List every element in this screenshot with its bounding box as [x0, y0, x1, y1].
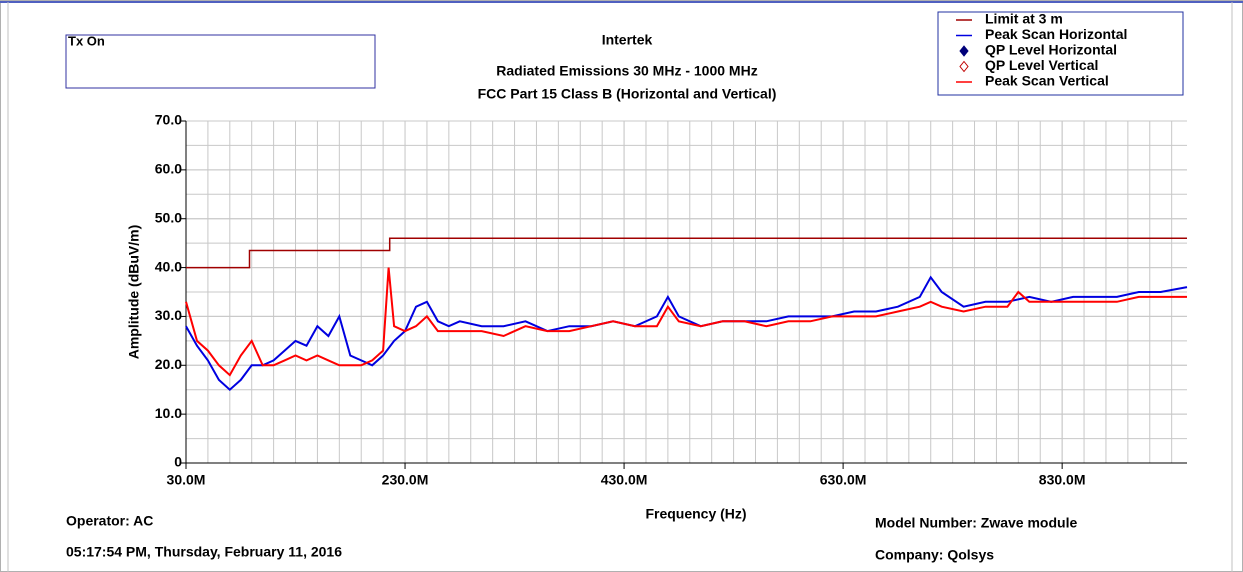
- y-tick-label: 60.0: [155, 161, 182, 177]
- legend-label: Peak Scan Horizontal: [985, 26, 1127, 42]
- series-line: [186, 237, 1187, 269]
- legend-label: Peak Scan Vertical: [985, 73, 1109, 89]
- chart-title: Intertek: [602, 32, 653, 48]
- x-tick-label: 430.0M: [601, 472, 648, 488]
- legend-marker: [959, 60, 969, 73]
- legend-label: Limit at 3 m: [985, 11, 1063, 27]
- footer-text: Model Number: Zwave module: [875, 515, 1077, 531]
- legend-box: [937, 11, 1184, 96]
- y-tick-label: 30.0: [155, 307, 182, 323]
- legend-label: QP Level Horizontal: [985, 42, 1117, 58]
- series-line: [185, 267, 1187, 377]
- y-tick-label: 40.0: [155, 258, 182, 274]
- note-box: [65, 34, 376, 89]
- footer-text: Company: Qolsys: [875, 547, 994, 563]
- x-tick-label: 630.0M: [820, 472, 867, 488]
- y-tick-label: 50.0: [155, 209, 182, 225]
- y-tick-label: 20.0: [155, 356, 182, 372]
- footer-text: Operator: AC: [66, 513, 153, 529]
- x-tick-label: 230.0M: [382, 472, 429, 488]
- x-axis-label: Frequency (Hz): [645, 506, 746, 522]
- note-box-label: Tx On: [68, 33, 105, 48]
- legend-label: QP Level Vertical: [985, 57, 1098, 73]
- x-tick-label: 830.0M: [1039, 472, 1086, 488]
- y-tick-label: 10.0: [155, 405, 182, 421]
- legend-marker: [959, 45, 969, 57]
- x-tick-label: 30.0M: [167, 472, 206, 488]
- footer-text: 05:17:54 PM, Thursday, February 11, 2016: [66, 544, 342, 560]
- chart-subtitle: Radiated Emissions 30 MHz - 1000 MHz: [496, 63, 757, 79]
- y-tick-label: 0: [174, 454, 182, 470]
- chart-subtitle: FCC Part 15 Class B (Horizontal and Vert…: [478, 86, 777, 102]
- y-tick-label: 70.0: [155, 112, 182, 128]
- series-line: [185, 275, 1188, 392]
- y-axis-label: Amplitude (dBuV/m): [126, 225, 142, 360]
